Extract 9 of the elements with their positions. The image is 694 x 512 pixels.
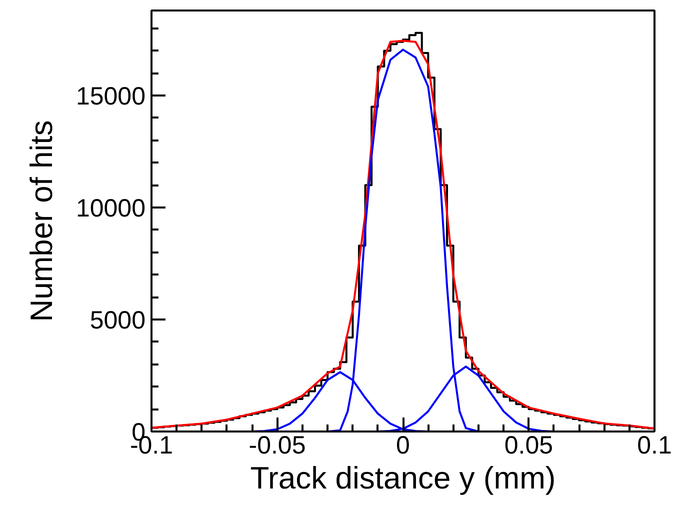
y-tick-label: 10000 <box>76 194 146 223</box>
x-axis-title: Track distance y (mm) <box>250 460 556 496</box>
x-tick-label: -0.05 <box>248 432 306 460</box>
x-tick-label: 0.05 <box>504 432 554 460</box>
x-tick-label: 0.1 <box>637 432 672 460</box>
y-axis-title: Number of hits <box>24 120 59 322</box>
y-tick-label: 15000 <box>76 82 146 111</box>
y-tick-label: 5000 <box>90 306 146 335</box>
x-tick-label: 0 <box>396 432 410 460</box>
